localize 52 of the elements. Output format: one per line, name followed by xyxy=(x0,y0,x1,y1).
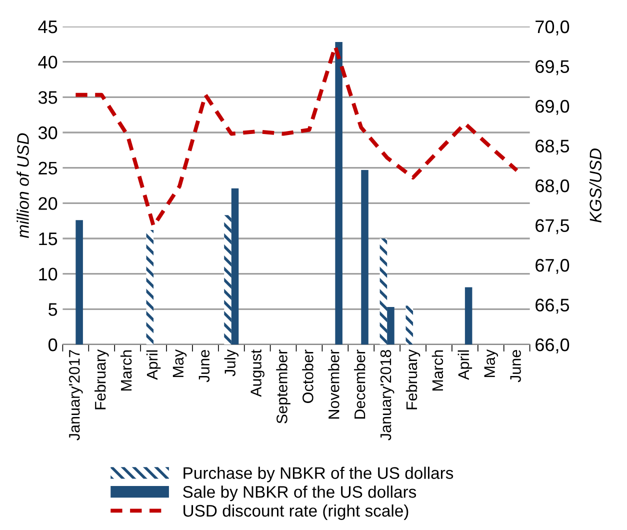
y-tick-label: 45 xyxy=(38,20,58,34)
x-tick-label: July xyxy=(224,349,238,376)
y-tick-label: 30 xyxy=(38,126,58,140)
y-axis-title: million of USD xyxy=(16,133,29,238)
bar xyxy=(335,42,342,344)
bar xyxy=(387,307,394,344)
y2-tick-label: 68,5 xyxy=(536,140,570,155)
x-tick-label: August xyxy=(250,349,264,397)
y2-tick-label: 67,0 xyxy=(536,258,570,274)
x-tick-label: June xyxy=(510,350,521,382)
x-tick-label: May xyxy=(172,349,187,377)
legend-label: Sale by NBKR of the US dollars xyxy=(183,486,416,502)
y2-tick-label: 70,0 xyxy=(536,20,570,36)
y2-axis-title: KGS/USD xyxy=(589,148,602,222)
y2-tick-label: 69,0 xyxy=(536,100,570,115)
y-tick-label: 20 xyxy=(38,197,58,210)
bar xyxy=(231,188,239,344)
x-tick-label: March xyxy=(120,350,132,391)
y2-tick-label: 67,5 xyxy=(536,219,570,234)
x-tick-label: February xyxy=(94,349,109,410)
bar xyxy=(76,220,83,344)
legend-label: Purchase by NBKR of the US dollars xyxy=(184,466,454,482)
y-tick-label: 0 xyxy=(48,338,58,352)
y-tick-label: 40 xyxy=(38,56,58,69)
legend-label: USD discount rate (right scale) xyxy=(184,504,408,520)
x-tick-label: January'2017 xyxy=(68,350,83,440)
bar xyxy=(224,215,232,344)
y2-tick-label: 69,5 xyxy=(536,60,570,76)
x-tick-label: March xyxy=(432,350,444,391)
bar xyxy=(380,238,388,344)
x-tick-label: April xyxy=(458,350,472,380)
x-tick-label: November xyxy=(328,350,340,419)
x-tick-label: December xyxy=(354,350,366,419)
bar xyxy=(146,230,154,344)
x-tick-label: May xyxy=(484,349,498,377)
x-tick-label: June xyxy=(198,350,210,382)
y2-tick-label: 66,0 xyxy=(536,338,570,354)
bar xyxy=(361,170,368,344)
y-tick-label: 5 xyxy=(48,303,58,316)
x-tick-label: September xyxy=(276,350,290,424)
bar xyxy=(464,287,472,344)
y2-tick-label: 66,5 xyxy=(536,298,570,314)
x-tick-label: April xyxy=(146,350,161,380)
x-tick-label: February xyxy=(406,349,420,410)
y-tick-label: 25 xyxy=(38,162,58,175)
x-tick-label: January'2018 xyxy=(380,350,394,440)
bar xyxy=(406,306,414,344)
y-tick-label: 35 xyxy=(38,91,58,104)
y2-tick-label: 68,0 xyxy=(536,179,570,194)
y-tick-label: 15 xyxy=(39,232,58,246)
x-tick-label: October xyxy=(302,350,314,403)
y-tick-label: 10 xyxy=(39,268,58,281)
